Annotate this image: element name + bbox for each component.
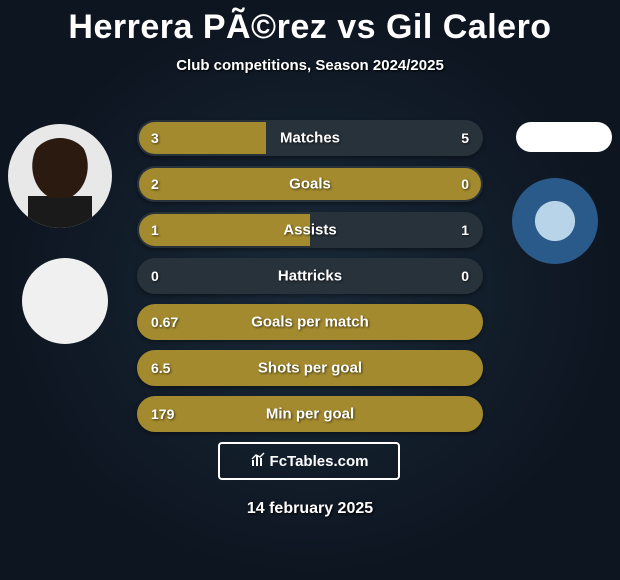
stat-row: 0.67Goals per match — [137, 304, 483, 340]
chart-icon — [250, 452, 266, 471]
stat-label: Goals per match — [139, 314, 481, 331]
stat-value-right: 5 — [461, 130, 469, 146]
comparison-title: Herrera PÃ©rez vs Gil Calero — [0, 0, 620, 47]
stat-row: 1Assists1 — [137, 212, 483, 248]
stat-value-right: 1 — [461, 222, 469, 238]
source-badge: FcTables.com — [218, 442, 400, 480]
stat-value-right: 0 — [461, 176, 469, 192]
club-badge-left — [22, 258, 108, 344]
stat-row: 6.5Shots per goal — [137, 350, 483, 386]
club-badge-right — [512, 178, 598, 264]
stat-row: 2Goals0 — [137, 166, 483, 202]
comparison-subtitle: Club competitions, Season 2024/2025 — [0, 57, 620, 74]
player-avatar-left — [8, 124, 112, 228]
stats-container: 3Matches52Goals01Assists10Hattricks00.67… — [137, 120, 483, 442]
stat-label: Hattricks — [139, 268, 481, 285]
stat-row: 179Min per goal — [137, 396, 483, 432]
source-label: FcTables.com — [270, 453, 369, 470]
comparison-date: 14 february 2025 — [0, 500, 620, 518]
player-avatar-right — [516, 122, 612, 152]
stat-row: 0Hattricks0 — [137, 258, 483, 294]
stat-label: Matches — [139, 130, 481, 147]
stat-label: Min per goal — [139, 406, 481, 423]
stat-label: Shots per goal — [139, 360, 481, 377]
stat-value-right: 0 — [461, 268, 469, 284]
stat-label: Goals — [139, 176, 481, 193]
stat-row: 3Matches5 — [137, 120, 483, 156]
stat-label: Assists — [139, 222, 481, 239]
